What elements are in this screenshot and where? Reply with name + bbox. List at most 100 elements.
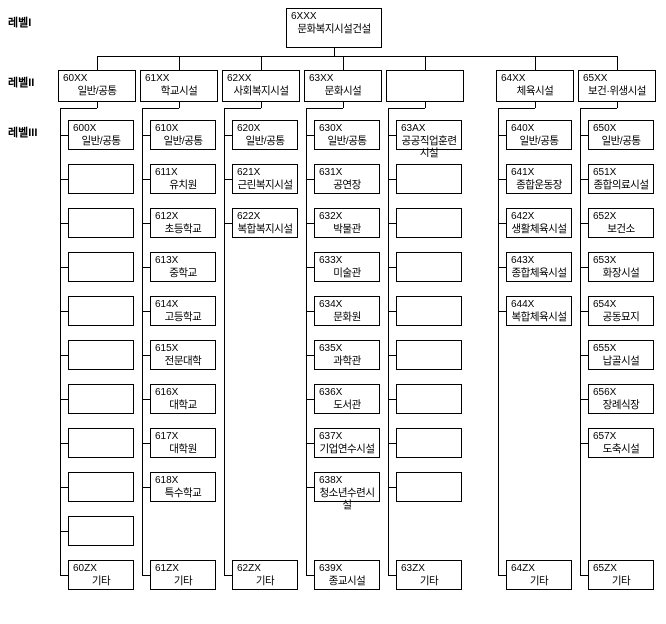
level3-node-1-7: 617X대학원 <box>150 428 216 458</box>
level3-node-5-1: 641X종합운동장 <box>506 164 572 194</box>
level2-node-5: 64XX체육시설 <box>496 70 574 102</box>
node-code: 620X <box>237 123 293 135</box>
node-code: 610X <box>155 123 211 135</box>
level3-node-3-8: 638X청소년수련시설 <box>314 472 380 502</box>
node-code: 618X <box>155 475 211 487</box>
level3-node-1-8: 618X특수학교 <box>150 472 216 502</box>
node-label: 중학교 <box>155 267 211 279</box>
level3-node-0-5 <box>68 340 134 370</box>
level3-node-1-1: 611X유치원 <box>150 164 216 194</box>
level3-node-4-4 <box>396 340 462 370</box>
node-code: 62XX <box>227 73 295 85</box>
node-code: 62ZX <box>237 563 293 575</box>
level-label-1: 레벨I <box>8 14 31 30</box>
level3-node-6-3: 653X화장시설 <box>588 252 654 282</box>
node-code: 65ZX <box>593 563 649 575</box>
node-label: 보건·위생시설 <box>583 85 651 97</box>
node-code: 614X <box>155 299 211 311</box>
node-code: 654X <box>593 299 649 311</box>
node-label: 복합체육시설 <box>511 311 567 323</box>
node-label: 박물관 <box>319 223 375 235</box>
level3-node-5-5: 64ZX기타 <box>506 560 572 590</box>
level3-node-1-4: 614X고등학교 <box>150 296 216 326</box>
node-code: 651X <box>593 167 649 179</box>
node-label: 청소년수련시설 <box>319 487 375 511</box>
level3-node-1-3: 613X중학교 <box>150 252 216 282</box>
node-code: 637X <box>319 431 375 443</box>
level3-node-4-0 <box>396 164 462 194</box>
node-label: 일반/공통 <box>511 135 567 147</box>
level3-node-0-4 <box>68 296 134 326</box>
node-label: 납골시설 <box>593 355 649 367</box>
node-label: 기타 <box>511 575 567 587</box>
level3-node-4-5 <box>396 384 462 414</box>
node-code: 640X <box>511 123 567 135</box>
level3-node-0-2 <box>68 208 134 238</box>
node-label: 종합운동장 <box>511 179 567 191</box>
node-label: 공연장 <box>319 179 375 191</box>
level3-node-3-6: 636X도서관 <box>314 384 380 414</box>
node-code: 622X <box>237 211 293 223</box>
node-code: 650X <box>593 123 649 135</box>
level3-node-6-4: 654X공동묘지 <box>588 296 654 326</box>
node-code: 644X <box>511 299 567 311</box>
node-code: 657X <box>593 431 649 443</box>
node-label: 미술관 <box>319 267 375 279</box>
level3-node-0-6 <box>68 384 134 414</box>
level3-node-6-7: 657X도축시설 <box>588 428 654 458</box>
node-code: 639X <box>319 563 375 575</box>
node-label: 초등학교 <box>155 223 211 235</box>
node-code: 613X <box>155 255 211 267</box>
node-code: 635X <box>319 343 375 355</box>
node-label: 일반/공통 <box>73 135 129 147</box>
node-code: 642X <box>511 211 567 223</box>
node-label: 일반/공통 <box>593 135 649 147</box>
node-code: 65XX <box>583 73 651 85</box>
node-label: 기타 <box>401 575 457 587</box>
node-label: 학교시설 <box>145 85 213 97</box>
level3-node-4-3 <box>396 296 462 326</box>
level3-node-0-7 <box>68 428 134 458</box>
node-label: 종합체육시설 <box>511 267 567 279</box>
node-label: 사회복지시설 <box>227 85 295 97</box>
node-code: 655X <box>593 343 649 355</box>
node-label: 기업연수시설 <box>319 443 375 455</box>
level3-node-4-7 <box>396 472 462 502</box>
node-label: 근린복지시설 <box>237 179 293 191</box>
level3-node-6-5: 655X납골시설 <box>588 340 654 370</box>
node-code: 611X <box>155 167 211 179</box>
level3-node-6-8: 65ZX기타 <box>588 560 654 590</box>
node-label: 종교시설 <box>319 575 375 587</box>
node-code: 631X <box>319 167 375 179</box>
level2-node-6: 65XX보건·위생시설 <box>578 70 656 102</box>
node-label: 고등학교 <box>155 311 211 323</box>
level3-node-3-9: 639X종교시설 <box>314 560 380 590</box>
node-code: 600X <box>73 123 129 135</box>
node-code: 621X <box>237 167 293 179</box>
node-code: 6XXX <box>291 11 377 23</box>
node-label: 도축시설 <box>593 443 649 455</box>
level2-node-2: 62XX사회복지시설 <box>222 70 300 102</box>
level3-node-2-0: 620X일반/공통 <box>232 120 298 150</box>
node-label: 대학교 <box>155 399 211 411</box>
node-label: 기타 <box>237 575 293 587</box>
node-code: 633X <box>319 255 375 267</box>
node-label: 문화원 <box>319 311 375 323</box>
node-label: 기타 <box>593 575 649 587</box>
node-code: 634X <box>319 299 375 311</box>
level3-node-6-0: 650X일반/공통 <box>588 120 654 150</box>
node-code: 612X <box>155 211 211 223</box>
node-code: 636X <box>319 387 375 399</box>
level2-node-0: 60XX일반/공통 <box>58 70 136 102</box>
node-label: 대학원 <box>155 443 211 455</box>
level3-node-1-9: 61ZX기타 <box>150 560 216 590</box>
node-code: 63XX <box>309 73 377 85</box>
node-label: 문화복지시설건설 <box>291 23 377 35</box>
node-label: 보건소 <box>593 223 649 235</box>
extra-node-63ax: 63AX공공직업훈련시설 <box>396 120 462 150</box>
level3-node-0-0: 600X일반/공통 <box>68 120 134 150</box>
level3-node-4-8: 63ZX기타 <box>396 560 462 590</box>
level3-node-3-3: 633X미술관 <box>314 252 380 282</box>
level3-node-1-2: 612X초등학교 <box>150 208 216 238</box>
node-label: 일반/공통 <box>319 135 375 147</box>
